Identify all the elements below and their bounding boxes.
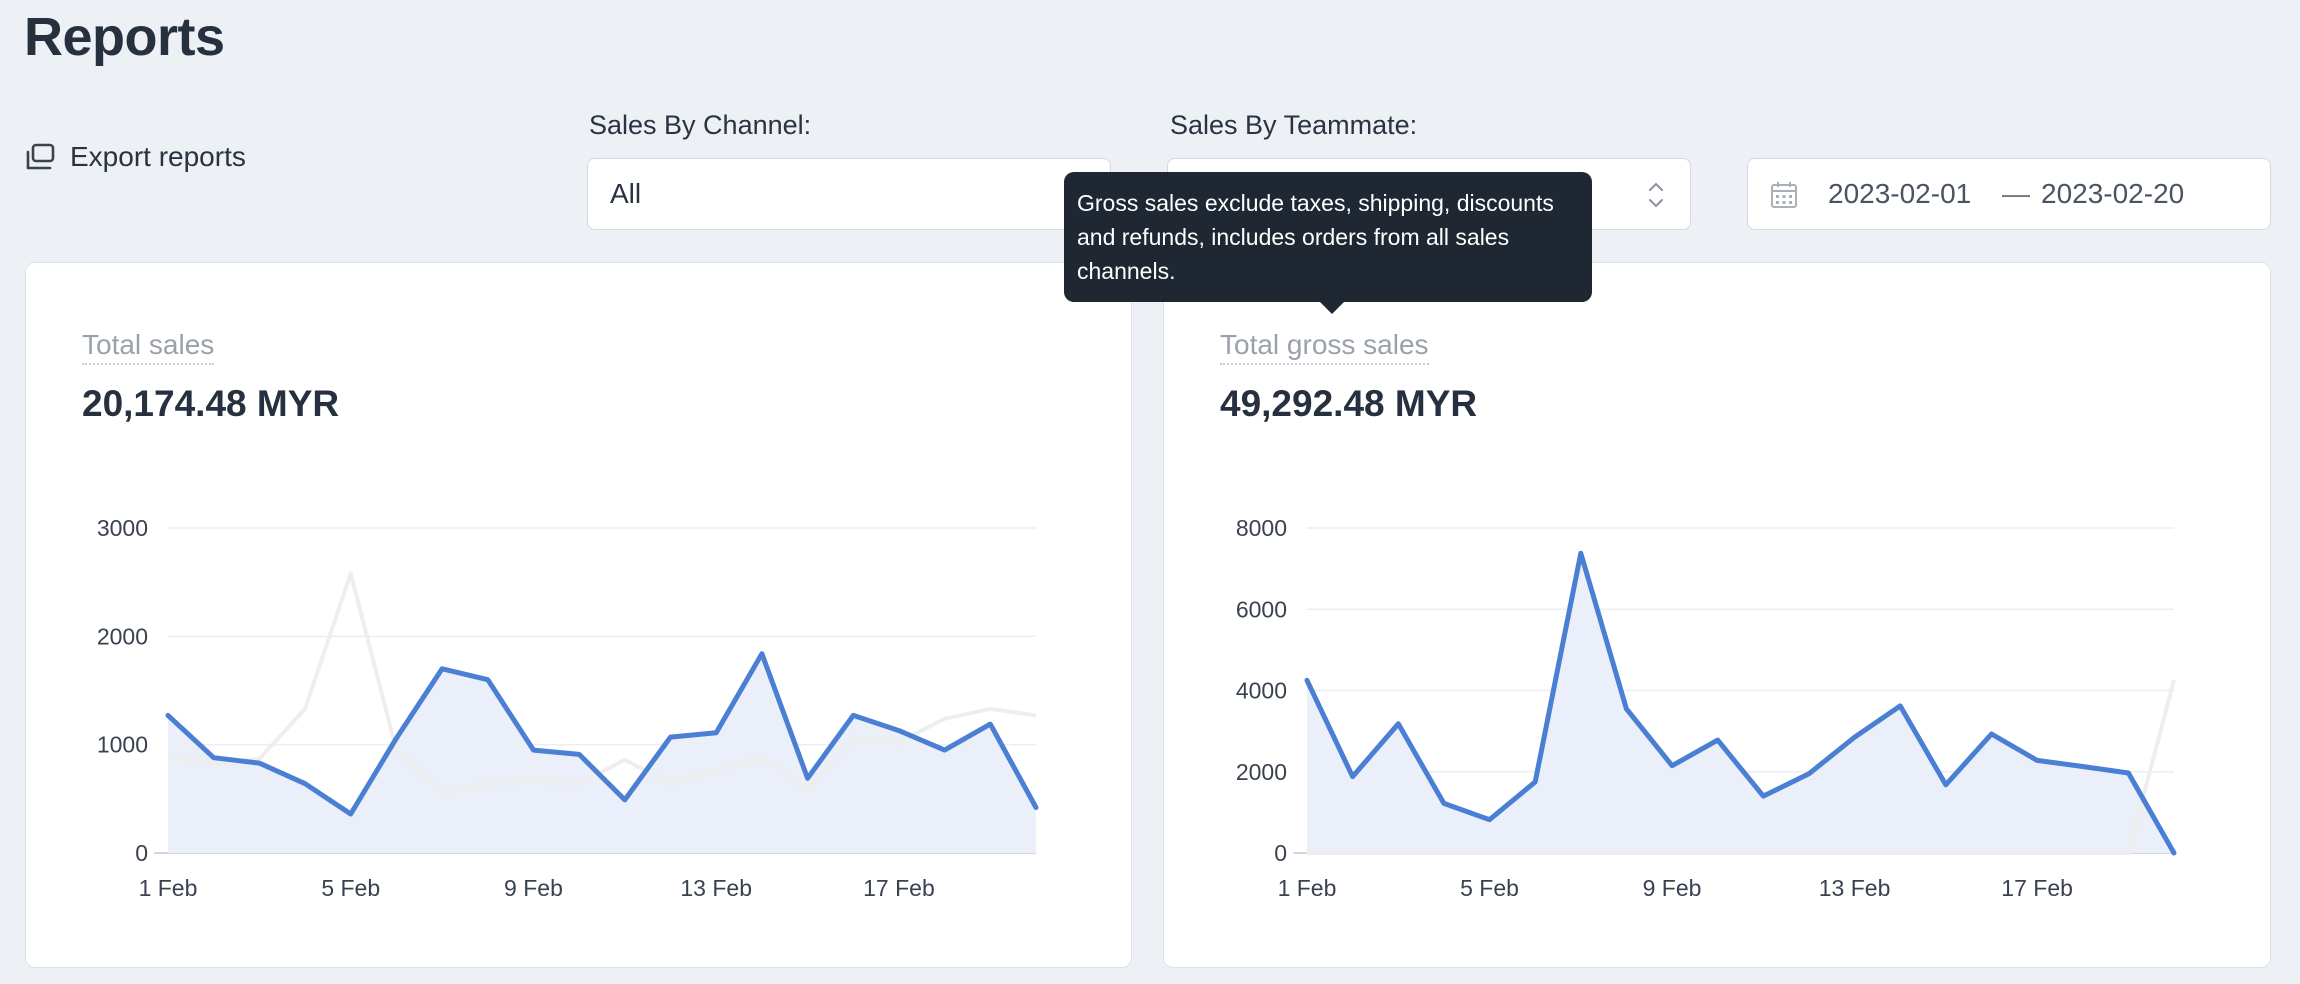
x-tick-label: 5 Feb [1460,875,1519,901]
sales-area-fill [168,653,1036,853]
calendar-icon [1771,182,1797,208]
date-range-picker[interactable]: 2023-02-01 — 2023-02-20 [1747,158,2271,230]
gross-sales-card: Total gross sales 49,292.48 MYR 0 2000 400… [1163,262,2271,968]
x-tick-label: 17 Feb [863,875,935,901]
y-tick-label: 0 [1274,840,1287,866]
y-tick-label: 2000 [97,623,148,649]
y-tick-label: 2000 [1236,759,1287,785]
export-reports-label: Export reports [70,141,246,172]
y-tick-label: 8000 [1236,515,1287,541]
x-tick-label: 13 Feb [680,875,752,901]
tooltip-arrow [1320,302,1344,314]
y-tick-label: 6000 [1236,596,1287,622]
x-tick-label: 17 Feb [2001,875,2073,901]
sales-by-channel-label: Sales By Channel: [589,110,812,140]
export-reports-button[interactable]: Export reports [24,140,246,174]
x-tick-label: 1 Feb [139,875,198,901]
date-range-end: 2023-02-20 [2041,178,2185,209]
page-title: Reports [24,7,225,67]
export-icon [26,143,55,170]
y-tick-label: 3000 [97,515,148,541]
sales-by-teammate-label: Sales By Teammate: [1170,110,1418,140]
y-tick-label: 0 [135,840,148,866]
total-gross-sales-label[interactable]: Total gross sales [1220,329,1429,365]
date-range-start: 2023-02-01 [1828,178,1972,209]
sales-by-channel-value: All [610,178,642,209]
x-tick-label: 13 Feb [1819,875,1891,901]
y-tick-label: 4000 [1236,678,1287,704]
total-sales-card: Total sales 20,174.48 MYR 0 1000 2000 3000 1… [25,262,1132,968]
sales-area-fill [1307,553,2174,853]
sales-series-line [1304,550,2177,856]
sales-series-line [165,651,1039,817]
total-sales-label[interactable]: Total sales [82,329,215,365]
y-tick-label: 1000 [97,732,148,758]
sales-by-channel-select[interactable]: All [587,158,1111,230]
x-tick-label: 1 Feb [1278,875,1337,901]
tooltip-text: Gross sales exclude taxes, shipping, dis… [1077,190,1554,284]
comparison-series-line [1307,679,2176,855]
gross-sales-chart: 0 2000 4000 6000 8000 1 Feb 5 Feb 9 Feb 13 Feb 17… [1236,515,2177,901]
total-gross-sales-value: 49,292.48 MYR [1220,383,1478,424]
gross-sales-tooltip: Gross sales exclude taxes, shipping, dis… [1064,172,1592,314]
x-tick-label: 9 Feb [504,875,563,901]
x-tick-label: 5 Feb [321,875,380,901]
date-range-separator: — [2002,178,2030,209]
total-sales-value: 20,174.48 MYR [82,383,340,424]
comparison-series-line [167,571,1037,795]
x-tick-label: 9 Feb [1643,875,1702,901]
select-chevrons-icon [1649,182,1663,208]
total-sales-chart: 0 1000 2000 3000 1 Feb 5 Feb 9 Feb 13 Feb 17 Feb [97,515,1039,901]
